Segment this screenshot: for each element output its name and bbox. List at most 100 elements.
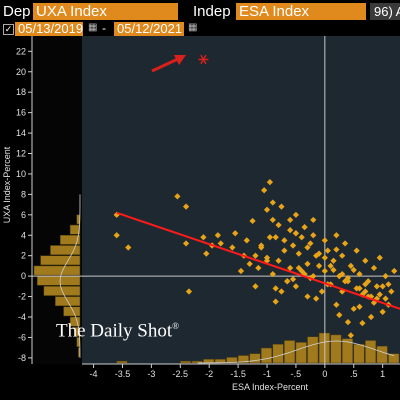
- data-point: [269, 270, 276, 278]
- x-tick-label: -1.5: [230, 369, 246, 379]
- data-point: [295, 250, 302, 257]
- x-histogram-bar: [307, 336, 319, 364]
- data-point: [313, 295, 320, 302]
- x-tick-label: .5: [350, 369, 358, 379]
- asterisk-stroke: [200, 54, 207, 65]
- dep-field[interactable]: UXA Index: [33, 3, 178, 20]
- calendar-icon[interactable]: ▦: [88, 22, 98, 33]
- data-point: [182, 240, 190, 247]
- y-tick-label: -2: [18, 292, 26, 302]
- date-range-checkbox[interactable]: ✓: [3, 24, 14, 35]
- x-histogram-bar: [330, 334, 342, 364]
- data-point: [214, 232, 221, 239]
- indep-field[interactable]: ESA Index: [236, 3, 366, 20]
- data-point: [362, 288, 369, 295]
- data-point: [200, 234, 207, 241]
- data-point: [113, 232, 120, 239]
- data-point: [367, 313, 375, 321]
- data-point: [388, 288, 395, 295]
- y-histogram-bar: [37, 275, 81, 286]
- x-tick-label: -1: [263, 369, 271, 379]
- y-histogram-bar: [74, 326, 81, 337]
- x-histogram-bar: [284, 340, 296, 364]
- x-tick-label: 0: [322, 369, 327, 379]
- y-tick-label: 14: [16, 128, 26, 138]
- y-tick-label: 22: [16, 46, 26, 56]
- data-point: [347, 262, 354, 270]
- data-point: [362, 257, 369, 264]
- x-axis-label: ESA Index-Percent: [232, 382, 309, 392]
- x-axis: -4 -3.5 -3 -2.5 -2 -1.5 -1 -.5 0 .5 1: [82, 363, 400, 379]
- data-point: [255, 264, 262, 272]
- data-point: [203, 250, 210, 257]
- y-axis-label: UXA Index-Percent: [2, 146, 12, 223]
- watermark-text: The Daily Shot: [56, 320, 173, 342]
- y-histogram-bar: [69, 224, 81, 235]
- x-histogram-bar: [376, 345, 388, 364]
- x-histogram-bar: [353, 344, 365, 364]
- y-tick-label: -4: [18, 312, 26, 322]
- data-point: [318, 288, 326, 295]
- x-histogram-bar: [249, 353, 261, 364]
- date-separator: -: [102, 21, 106, 35]
- x-tick-label: -2: [205, 369, 213, 379]
- data-point: [304, 260, 311, 267]
- data-point: [315, 262, 323, 270]
- data-point: [362, 281, 369, 288]
- y-tick-label: -6: [18, 332, 26, 342]
- data-point: [330, 257, 337, 264]
- x-histogram-bar: [388, 353, 400, 364]
- data-point: [232, 230, 239, 237]
- x-histogram-bar: [180, 360, 192, 364]
- data-point: [304, 293, 311, 300]
- data-point: [356, 303, 363, 310]
- y-axis: -8 -6 -4 -2 0 2 4 6 8 10 12 14 16 18 20 22: [16, 36, 33, 364]
- calendar-icon[interactable]: ▦: [188, 22, 198, 33]
- y-tick-label: 2: [21, 251, 26, 261]
- data-point: [382, 295, 389, 302]
- x-tick-label: -4: [90, 369, 98, 379]
- data-point: [376, 291, 383, 298]
- data-point: [370, 264, 378, 272]
- x-tick-label: -2.5: [173, 369, 189, 379]
- data-point: [336, 311, 343, 319]
- data-point: [315, 250, 323, 257]
- data-point: [359, 320, 366, 327]
- data-point: [321, 267, 328, 275]
- data-point: [182, 203, 190, 210]
- data-point: [339, 270, 346, 278]
- y-tick-label: 10: [16, 169, 26, 179]
- data-point: [278, 288, 285, 295]
- data-point: [249, 217, 256, 225]
- actions-button[interactable]: 96) A: [370, 3, 400, 20]
- data-point: [330, 266, 337, 274]
- y-tick-label: 6: [21, 210, 26, 220]
- data-point: [272, 285, 279, 292]
- dep-label: Dep: [3, 3, 31, 20]
- data-point: [333, 301, 340, 308]
- y-histogram-bar: [63, 306, 81, 317]
- x-histogram-bar: [295, 342, 307, 364]
- data-point: [284, 278, 291, 285]
- scatter-points: [113, 179, 398, 339]
- data-point: [295, 264, 302, 272]
- start-date-field[interactable]: 05/13/2019: [15, 22, 83, 36]
- end-date-field[interactable]: 05/12/2021: [114, 22, 184, 36]
- regression-line-path: [116, 211, 400, 310]
- data-point: [275, 257, 282, 264]
- x-tick-label: -3.5: [115, 369, 131, 379]
- data-point: [379, 308, 386, 315]
- x-histogram-bar: [116, 360, 128, 364]
- red-arrow-annotation: [151, 55, 186, 73]
- data-point: [289, 276, 297, 283]
- data-point: [125, 244, 132, 251]
- data-point: [174, 193, 181, 200]
- data-point: [356, 270, 363, 278]
- data-point: [272, 298, 279, 305]
- data-point: [350, 305, 357, 312]
- data-point: [353, 285, 360, 292]
- x-histogram-bar: [365, 340, 377, 364]
- x-tick-label: 1: [380, 369, 385, 379]
- x-histogram-bar: [191, 360, 203, 364]
- data-point: [292, 283, 300, 290]
